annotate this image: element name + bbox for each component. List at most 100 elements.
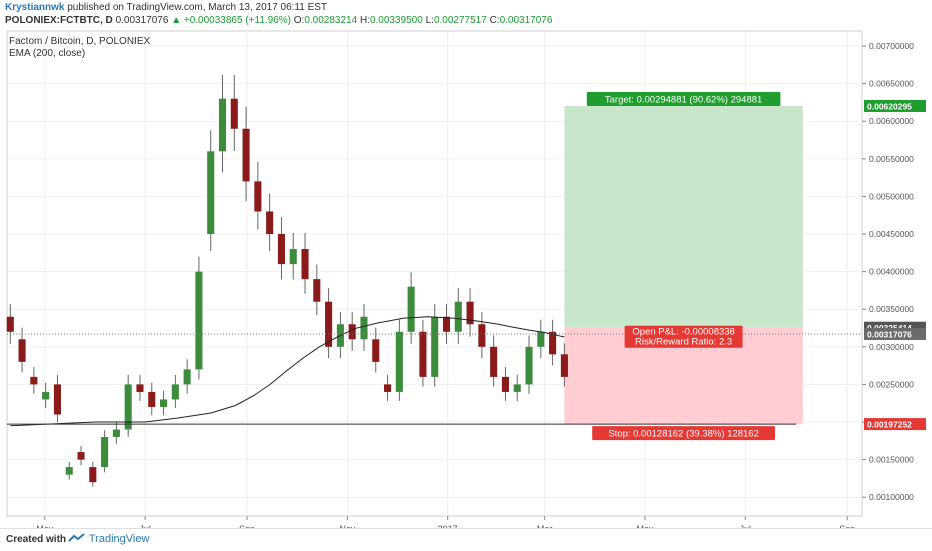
candle-body bbox=[384, 384, 392, 392]
candle-body bbox=[277, 234, 285, 265]
pnl-text: Open P&L: -0.00008338 bbox=[632, 327, 734, 338]
candle-body bbox=[148, 391, 156, 407]
candle-body bbox=[289, 249, 297, 265]
candle-body bbox=[171, 384, 179, 400]
candle-body bbox=[112, 429, 120, 438]
low-value: 0.00277517 bbox=[433, 15, 487, 26]
candle-body bbox=[454, 301, 462, 332]
pnl-label bbox=[624, 325, 743, 348]
close-value: 0.00317076 bbox=[499, 15, 553, 26]
candles bbox=[6, 74, 568, 487]
tradingview-logo[interactable]: TradingView bbox=[68, 533, 149, 545]
legend-title: Factom / Bitcoin, D, POLONIEX bbox=[9, 36, 150, 47]
open-label: O: bbox=[293, 15, 305, 26]
price-tag-target bbox=[864, 99, 926, 112]
y-tick-label: 0.00550000 bbox=[869, 154, 914, 164]
candle-body bbox=[513, 384, 521, 392]
chart-header: Krystiannwk published on TradingView.com… bbox=[0, 0, 932, 28]
candle-body bbox=[478, 324, 486, 347]
y-tick-label: 0.00450000 bbox=[869, 229, 914, 239]
y-tick-label: 0.00650000 bbox=[869, 79, 914, 89]
candle-body bbox=[372, 339, 380, 362]
candle-body bbox=[360, 316, 368, 340]
symbol-label[interactable]: POLONIEX:FCTBTC, D bbox=[5, 15, 113, 26]
candle-body bbox=[207, 151, 215, 235]
high-value: 0.00339500 bbox=[369, 15, 423, 26]
position-labels: Target: 0.00294881 (90.62%) 294881 Stop: … bbox=[586, 91, 926, 441]
target-zone bbox=[564, 105, 803, 328]
candle-body bbox=[101, 437, 109, 468]
author-link[interactable]: Krystiannwk bbox=[5, 2, 65, 13]
stop-label bbox=[592, 426, 776, 441]
published-text: published on TradingView.com, March 13, … bbox=[67, 2, 328, 13]
candle-body bbox=[525, 346, 533, 385]
position-zones bbox=[564, 105, 803, 425]
candle-body bbox=[442, 316, 451, 332]
candle-body bbox=[124, 384, 132, 430]
plot-frame bbox=[6, 30, 863, 517]
price-chart[interactable]: 0.00700000 0.00650000 0.00600000 0.00550000… bbox=[0, 28, 932, 534]
chart-area[interactable]: 0.00700000 0.00650000 0.00600000 0.00550000… bbox=[0, 28, 932, 534]
candle-body bbox=[242, 128, 250, 182]
candle-body bbox=[395, 331, 403, 392]
high-label: H: bbox=[359, 15, 370, 26]
candle-body bbox=[301, 249, 309, 280]
tradingview-brand: TradingView bbox=[88, 533, 150, 545]
candle-body bbox=[160, 399, 168, 407]
symbol-ohlc-line: POLONIEX:FCTBTC, D 0.00317076 ▲ +0.00033… bbox=[5, 15, 552, 26]
y-tick-label: 0.00350000 bbox=[869, 304, 914, 314]
candle-body bbox=[560, 354, 568, 377]
last-price: 0.00317076 bbox=[115, 15, 169, 26]
candle-body bbox=[53, 384, 61, 415]
candle-body bbox=[183, 369, 191, 385]
y-tick-label: 0.00250000 bbox=[869, 379, 914, 389]
candle-body bbox=[195, 271, 203, 370]
stop-label-text: Stop: 0.00128162 (39.38%) 128162 bbox=[608, 429, 759, 440]
candle-body bbox=[537, 331, 545, 347]
y-tick-label: 0.00500000 bbox=[869, 191, 914, 201]
price-tag-text: 0.00317076 bbox=[867, 329, 912, 339]
candle-body bbox=[549, 331, 557, 355]
legend-indicator: EMA (200, close) bbox=[9, 48, 85, 59]
price-tag-text: 0.00197252 bbox=[867, 420, 912, 430]
candle-body bbox=[431, 316, 439, 377]
candle-body bbox=[490, 346, 498, 377]
target-label bbox=[586, 91, 781, 106]
change-value: +0.00033865 (+11.96%) bbox=[183, 15, 291, 26]
ema-line bbox=[10, 316, 565, 427]
candle-body bbox=[407, 286, 415, 332]
price-tag-stop bbox=[864, 418, 926, 431]
y-tick-label: 0.00150000 bbox=[869, 455, 914, 465]
open-value: 0.00283214 bbox=[304, 15, 358, 26]
candle-body bbox=[6, 316, 14, 332]
candle-body bbox=[266, 211, 274, 235]
close-label: C: bbox=[489, 15, 500, 26]
y-tick-label: 0.00400000 bbox=[869, 267, 914, 277]
overlay-lines bbox=[7, 316, 862, 427]
target-label-text: Target: 0.00294881 (90.62%) 294881 bbox=[605, 94, 762, 105]
candle-body bbox=[89, 467, 97, 483]
y-tick-label: 0.00300000 bbox=[869, 342, 914, 352]
publish-line: Krystiannwk published on TradingView.com… bbox=[5, 2, 327, 13]
candle-body bbox=[254, 181, 262, 212]
rr-text: Risk/Reward Ratio: 2.3 bbox=[635, 337, 732, 348]
low-label: L: bbox=[425, 15, 434, 26]
candle-body bbox=[419, 331, 427, 377]
candle-body bbox=[501, 376, 509, 392]
created-with-text: Created with bbox=[6, 534, 67, 545]
y-tick-label: 0.00600000 bbox=[869, 116, 914, 126]
tradingview-logo-icon bbox=[68, 533, 85, 542]
y-tick-label: 0.00100000 bbox=[869, 492, 914, 502]
candle-body bbox=[18, 339, 26, 362]
candle-body bbox=[65, 467, 73, 475]
candle-body bbox=[230, 98, 238, 129]
candle-body bbox=[136, 384, 144, 392]
candle-body bbox=[325, 301, 333, 347]
price-tag-text: 0.00620295 bbox=[867, 101, 912, 111]
price-tag-last bbox=[864, 327, 926, 340]
candle-body bbox=[466, 301, 474, 325]
candle-body bbox=[77, 452, 85, 460]
y-tick-label: 0.00700000 bbox=[869, 41, 914, 51]
candle-body bbox=[30, 376, 38, 385]
change-up-icon: ▲ bbox=[171, 15, 182, 26]
